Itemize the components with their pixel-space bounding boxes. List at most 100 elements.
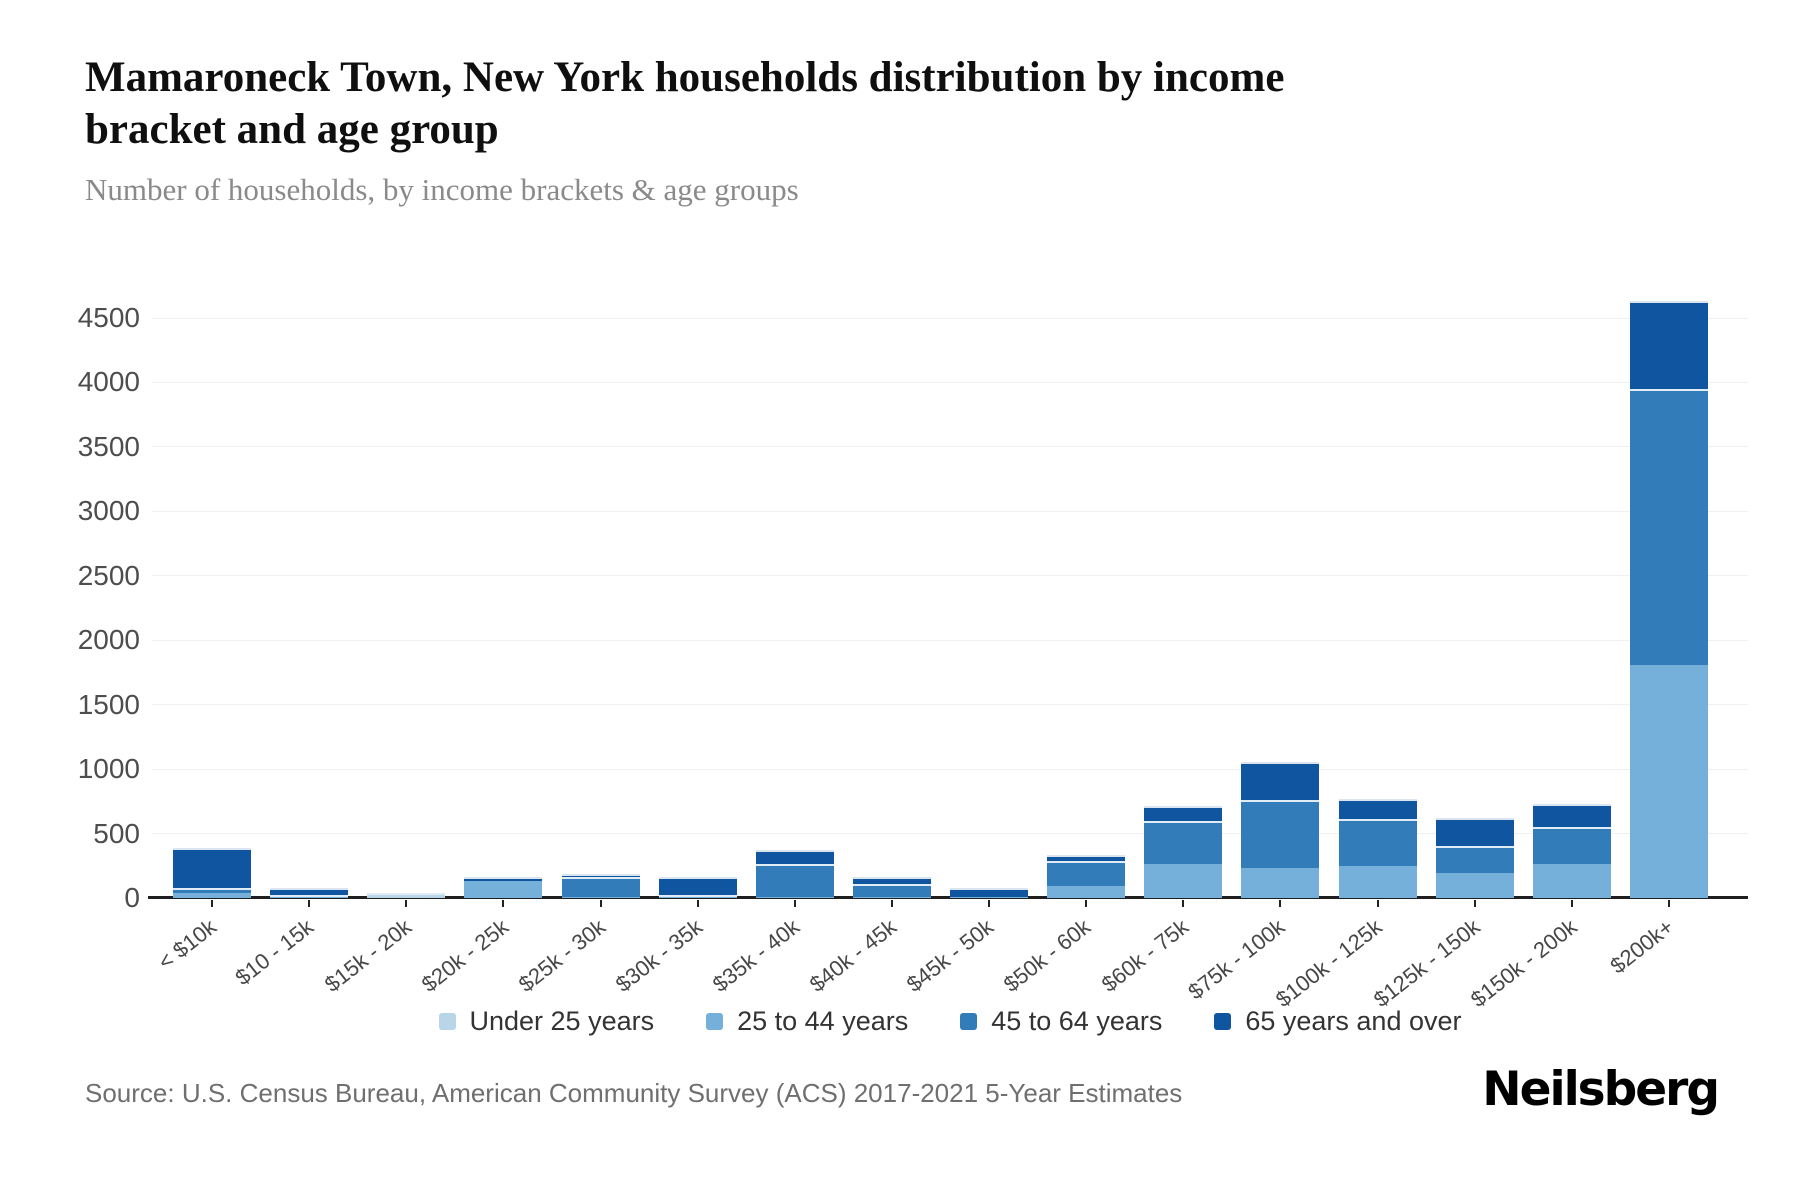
- x-axis-label: $150k - 200k: [1465, 914, 1582, 1013]
- x-axis-label: $20k - 25k: [416, 914, 513, 997]
- bar-segment-65-years-and-over-14[interactable]: [1532, 803, 1611, 828]
- x-axis-tick: [405, 900, 408, 907]
- bar-segment-65-years-and-over-3[interactable]: [464, 876, 543, 881]
- bar-segment-45-to-64-years-14[interactable]: [1532, 827, 1611, 865]
- x-axis-tick: [696, 900, 699, 907]
- x-axis-label: $100k - 125k: [1271, 914, 1387, 1013]
- gridline-2500: [152, 575, 1748, 577]
- legend-label: 65 years and over: [1245, 1006, 1462, 1036]
- bar-segment-25-to-44-years-0[interactable]: [173, 892, 251, 898]
- gridline-4500: [152, 317, 1748, 319]
- bar-segment-25-to-44-years-10[interactable]: [1144, 863, 1223, 898]
- bar-segment-25-to-44-years-15[interactable]: [1630, 664, 1708, 898]
- gridline-4000: [152, 381, 1748, 383]
- bar-segment-65-years-and-over-7[interactable]: [852, 877, 931, 884]
- x-axis-label: $25k - 30k: [513, 914, 610, 997]
- gridline-3500: [152, 446, 1748, 448]
- x-axis-tick: [1182, 900, 1185, 907]
- bar-segment-45-to-64-years-13[interactable]: [1435, 845, 1514, 873]
- x-axis-label: $50k - 60k: [999, 914, 1096, 997]
- gridline-1500: [152, 704, 1748, 706]
- bar-segment-45-to-64-years-11[interactable]: [1241, 800, 1320, 868]
- x-axis-label: $40k - 45k: [804, 914, 902, 997]
- bar-segment-45-to-64-years-15[interactable]: [1630, 388, 1708, 665]
- y-axis-tick-label: 3500: [77, 430, 140, 462]
- bar-segment-25-to-44-years-3[interactable]: [464, 880, 543, 898]
- y-axis-tick-label: 3000: [77, 495, 140, 527]
- x-axis-tick: [1473, 900, 1476, 907]
- bar-segment-45-to-64-years-6[interactable]: [755, 863, 834, 897]
- bar-segment-25-to-44-years-4[interactable]: [561, 896, 640, 898]
- x-axis-label: $200k+: [1605, 914, 1679, 979]
- bar-segment-45-to-64-years-9[interactable]: [1047, 860, 1126, 887]
- bar-segment-65-years-and-over-1[interactable]: [270, 888, 349, 896]
- bar-segment-65-years-and-over-6[interactable]: [755, 850, 834, 864]
- legend-label: 25 to 44 years: [737, 1006, 909, 1036]
- legend-swatch-icon: [706, 1013, 724, 1030]
- x-axis-tick: [1668, 900, 1670, 907]
- x-axis-tick: [599, 900, 602, 907]
- bar-segment-65-years-and-over-8[interactable]: [950, 887, 1029, 897]
- y-axis-tick-label: 4500: [77, 302, 140, 333]
- gridline-1000: [152, 768, 1748, 770]
- bar-segment-25-to-44-years-9[interactable]: [1047, 886, 1126, 898]
- bar-segment-65-years-and-over-12[interactable]: [1338, 798, 1417, 819]
- x-axis-tick: [988, 900, 991, 907]
- x-axis-label: $125k - 150k: [1368, 914, 1485, 1013]
- bar-segment-25-to-44-years-13[interactable]: [1435, 872, 1514, 898]
- chart-title: Mamaroneck Town, New York households dis…: [85, 54, 1285, 154]
- x-axis-tick: [1376, 900, 1379, 907]
- bar-segment-45-to-64-years-1[interactable]: [270, 895, 349, 898]
- legend-swatch-icon: [438, 1013, 456, 1030]
- y-axis-tick-label: 1500: [77, 688, 140, 720]
- bar-segment-45-to-64-years-4[interactable]: [561, 877, 640, 897]
- bar-segment-65-years-and-over-9[interactable]: [1047, 855, 1126, 861]
- x-axis-label: $10 - 15k: [230, 914, 319, 991]
- x-axis-label: < $10k: [153, 914, 222, 975]
- x-axis-tick: [890, 900, 893, 907]
- bar-segment-65-years-and-over-13[interactable]: [1435, 818, 1514, 846]
- x-axis-label: $15k - 20k: [319, 914, 416, 997]
- bar-segment-65-years-and-over-0[interactable]: [173, 847, 251, 888]
- legend-item-under-25-years[interactable]: Under 25 years: [438, 1006, 655, 1037]
- bar-segment-45-to-64-years-2[interactable]: [367, 893, 446, 896]
- bar-segment-45-to-64-years-12[interactable]: [1338, 818, 1417, 867]
- bar-segment-45-to-64-years-0[interactable]: [173, 887, 251, 893]
- bar-segment-45-to-64-years-10[interactable]: [1144, 821, 1223, 864]
- legend-label: Under 25 years: [469, 1006, 655, 1036]
- bar-segment-65-years-and-over-5[interactable]: [658, 876, 737, 895]
- bar-segment-25-to-44-years-6[interactable]: [755, 896, 834, 898]
- x-axis-tick: [793, 900, 796, 907]
- x-axis-line: [148, 896, 1748, 899]
- legend-label: 45 to 64 years: [991, 1006, 1163, 1036]
- legend-swatch-icon: [1214, 1013, 1232, 1030]
- x-axis-tick: [211, 900, 213, 907]
- chart-subtitle: Number of households, by income brackets…: [85, 172, 799, 207]
- legend-item-25-to-44-years[interactable]: 25 to 44 years: [706, 1006, 908, 1037]
- bar-segment-65-years-and-over-11[interactable]: [1241, 762, 1320, 801]
- x-axis-tick: [502, 900, 505, 907]
- y-axis-tick-label: 2000: [77, 624, 140, 656]
- brand-logo: Neilsberg: [1482, 1062, 1720, 1117]
- legend-item-65-years-and-over[interactable]: 65 years and over: [1214, 1006, 1462, 1037]
- bar-segment-25-to-44-years-11[interactable]: [1241, 867, 1320, 898]
- x-axis-tick: [1570, 900, 1573, 907]
- bar-segment-25-to-44-years-8[interactable]: [950, 896, 1029, 898]
- bar-segment-65-years-and-over-4[interactable]: [561, 874, 640, 878]
- legend: Under 25 years 25 to 44 years 45 to 64 yea…: [150, 1006, 1750, 1037]
- bar-segment-25-to-44-years-14[interactable]: [1532, 864, 1611, 898]
- bar-segment-25-to-44-years-5[interactable]: [658, 896, 737, 898]
- bar-segment-25-to-44-years-7[interactable]: [852, 896, 931, 898]
- bar-segment-under-25-years-2[interactable]: [367, 894, 446, 898]
- bar-segment-65-years-and-over-10[interactable]: [1144, 805, 1223, 822]
- bar-segment-25-to-44-years-12[interactable]: [1338, 866, 1417, 898]
- gridline-2000: [152, 639, 1748, 641]
- bar-segment-45-to-64-years-5[interactable]: [658, 894, 737, 897]
- x-axis-label: $30k - 35k: [610, 914, 708, 997]
- bar-segment-45-to-64-years-7[interactable]: [852, 883, 931, 897]
- source-note: Source: U.S. Census Bureau, American Com…: [85, 1078, 1183, 1108]
- bar-segment-65-years-and-over-15[interactable]: [1630, 301, 1708, 389]
- legend-item-45-to-64-years[interactable]: 45 to 64 years: [960, 1006, 1162, 1037]
- x-axis-label: $45k - 50k: [902, 914, 999, 997]
